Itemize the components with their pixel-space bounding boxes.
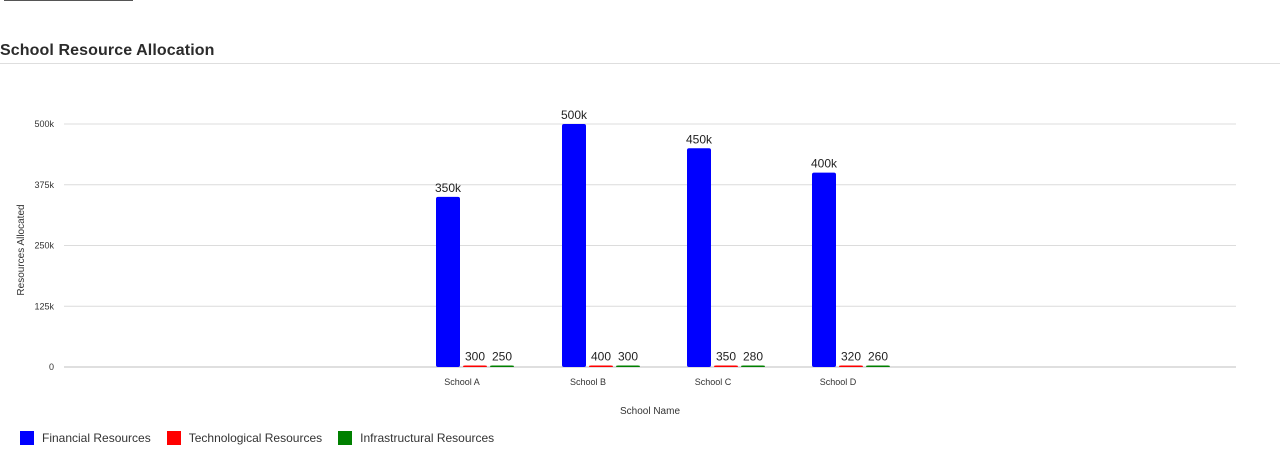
y-tick-label: 0 — [49, 362, 54, 372]
legend-label: Infrastructural Resources — [360, 431, 495, 445]
legend-item[interactable]: Financial Resources — [20, 431, 151, 445]
bar-financial-resources[interactable] — [436, 196, 460, 367]
x-axis-ticks: School A School B School C School D — [444, 377, 857, 387]
bar-technological-resources[interactable] — [839, 365, 863, 368]
bar-infrastructural-resources[interactable] — [741, 365, 765, 368]
page-title: School Resource Allocation — [0, 42, 215, 59]
bar-technological-resources[interactable] — [589, 365, 613, 368]
bar-infrastructural-resources[interactable] — [490, 365, 514, 368]
y-tick-label: 250k — [34, 241, 54, 251]
x-tick-label: School C — [695, 377, 732, 387]
legend-label: Technological Resources — [188, 431, 323, 445]
bar-value-label: 300 — [618, 350, 638, 364]
bar-value-label: 400 — [591, 350, 611, 364]
bar-technological-resources[interactable] — [714, 365, 738, 368]
y-axis-ticks: 0 125k 250k 375k 500k — [34, 119, 54, 372]
bar-financial-resources[interactable] — [812, 172, 836, 367]
x-axis-label: School Name — [620, 406, 680, 417]
legend: Financial Resources Technological Resourc… — [20, 431, 510, 445]
bar-value-label: 280 — [743, 350, 763, 364]
y-tick-label: 500k — [34, 119, 54, 129]
x-tick-label: School A — [444, 377, 480, 387]
x-tick-label: School B — [570, 377, 606, 387]
bar-value-label: 300 — [465, 350, 485, 364]
bar-value-label: 250 — [492, 350, 512, 364]
title-divider — [0, 63, 1280, 64]
legend-item[interactable]: Technological Resources — [166, 431, 323, 445]
top-tab-underline — [4, 0, 133, 1]
legend-item[interactable]: Infrastructural Resources — [338, 431, 494, 445]
legend-swatch — [166, 431, 181, 445]
bar-value-label: 260 — [868, 350, 888, 364]
bar-value-label: 350k — [435, 181, 462, 195]
data-labels: 350k 500k 450k 400k 300 400 350 320 250 300 280 260 — [435, 108, 888, 364]
bar-value-label: 400k — [811, 157, 838, 171]
bar-infrastructural-resources[interactable] — [866, 365, 890, 368]
bar-value-label: 450k — [686, 132, 713, 146]
bar-value-label: 320 — [841, 350, 861, 364]
legend-swatch — [20, 431, 34, 445]
grid-lines — [64, 123, 1236, 368]
legend-label: Financial Resources — [42, 431, 151, 445]
bar-value-label: 500k — [561, 108, 588, 122]
bar-financial-resources[interactable] — [562, 124, 586, 367]
bar-infrastructural-resources[interactable] — [616, 365, 640, 368]
bars — [436, 124, 890, 367]
bar-value-label: 350 — [716, 350, 736, 364]
bar-technological-resources[interactable] — [463, 365, 487, 368]
y-tick-label: 125k — [34, 301, 54, 311]
x-tick-label: School D — [820, 377, 857, 387]
legend-swatch — [338, 431, 353, 445]
bar-financial-resources[interactable] — [687, 148, 711, 367]
y-axis-label: Resources Allocated — [16, 204, 27, 295]
y-tick-label: 375k — [34, 180, 54, 190]
